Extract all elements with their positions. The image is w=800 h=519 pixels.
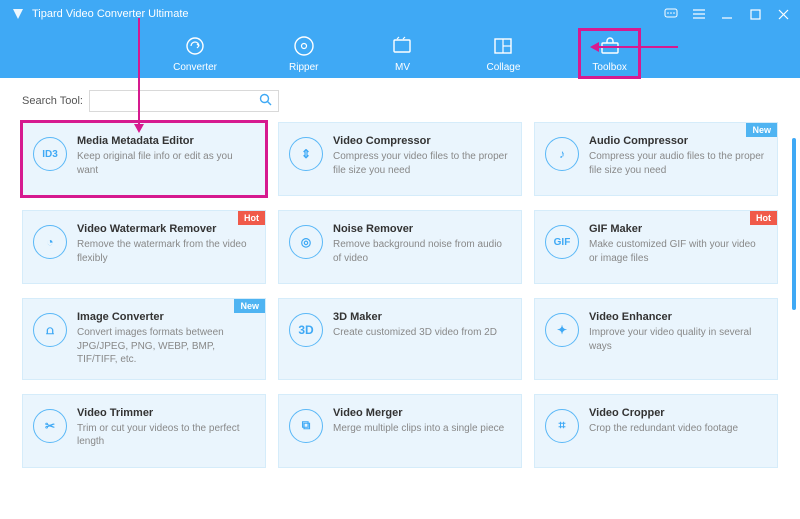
window-controls [664,7,790,21]
tool-title: GIF Maker [589,223,767,235]
tool-title: Video Enhancer [589,311,767,323]
minimize-icon[interactable] [720,7,734,21]
mv-icon [390,34,414,58]
tool-icon: ⧉ [289,409,323,443]
scrollbar[interactable] [792,138,796,310]
tool-desc: Remove background noise from audio of vi… [333,238,511,265]
toolbox-icon [598,34,622,58]
search-icon[interactable] [259,93,272,109]
titlebar: Tipard Video Converter Ultimate [0,0,800,28]
converter-icon [183,34,207,58]
tool-body: Video Compressor Compress your video file… [333,135,511,183]
tab-label: Converter [173,62,217,73]
tab-label: Toolbox [592,62,626,73]
tool-card[interactable]: ◎ Noise Remover Remove background noise fr… [278,210,522,284]
tool-icon: ♪ [545,137,579,171]
tool-card[interactable]: ⩍ Image Converter Convert images formats b… [22,298,266,380]
tool-icon: ID3 [33,137,67,171]
tool-icon: ⌗ [545,409,579,443]
menu-icon[interactable] [692,7,706,21]
hot-badge: Hot [750,211,777,225]
tab-label: MV [395,62,410,73]
tab-converter[interactable]: Converter [161,30,229,77]
tool-icon: ◎ [289,225,323,259]
tool-title: Noise Remover [333,223,511,235]
tool-body: Video Watermark Remover Remove the waterm… [77,223,255,271]
tool-title: Image Converter [77,311,255,323]
tool-card[interactable]: ⌗ Video Cropper Crop the redundant video f… [534,394,778,468]
tool-icon: ✦ [545,313,579,347]
tool-card[interactable]: ⇕ Video Compressor Compress your video fil… [278,122,522,196]
tool-icon: GIF [545,225,579,259]
tabs: Converter Ripper MV Collage Toolbox [0,28,800,77]
tool-body: 3D Maker Create customized 3D video from … [333,311,511,367]
tool-desc: Make customized GIF with your video or i… [589,238,767,265]
tool-body: Noise Remover Remove background noise fro… [333,223,511,271]
tool-title: Video Cropper [589,407,767,419]
tool-title: Video Trimmer [77,407,255,419]
tool-icon: ⩍ [33,313,67,347]
tool-icon: ⇕ [289,137,323,171]
tool-title: Media Metadata Editor [77,135,255,147]
tool-card[interactable]: ID3 Media Metadata Editor Keep original fi… [22,122,266,196]
tool-desc: Trim or cut your videos to the perfect l… [77,422,255,449]
tool-desc: Compress your audio files to the proper … [589,150,767,177]
header: Tipard Video Converter Ultimate Converte… [0,0,800,78]
search-row: Search Tool: [0,78,800,122]
tool-card[interactable]: 3D 3D Maker Create customized 3D video fro… [278,298,522,380]
tab-ripper[interactable]: Ripper [277,30,330,77]
tool-card[interactable]: ♪ Audio Compressor Compress your audio fil… [534,122,778,196]
tool-body: Video Enhancer Improve your video quality… [589,311,767,367]
tool-card[interactable]: ✂ Video Trimmer Trim or cut your videos to… [22,394,266,468]
tool-card[interactable]: GIF GIF Maker Make customized GIF with you… [534,210,778,284]
ripper-icon [292,34,316,58]
tool-desc: Convert images formats between JPG/JPEG,… [77,326,255,367]
tool-desc: Remove the watermark from the video flex… [77,238,255,265]
tool-card[interactable]: ⧉ Video Merger Merge multiple clips into a… [278,394,522,468]
tool-card[interactable]: ◔ Video Watermark Remover Remove the water… [22,210,266,284]
tab-toolbox[interactable]: Toolbox [580,30,638,77]
tool-title: 3D Maker [333,311,511,323]
tool-title: Video Watermark Remover [77,223,255,235]
close-icon[interactable] [776,7,790,21]
feedback-icon[interactable] [664,7,678,21]
tab-label: Ripper [289,62,318,73]
collage-icon [491,34,515,58]
tool-card[interactable]: ✦ Video Enhancer Improve your video qualit… [534,298,778,380]
search-box[interactable] [89,90,279,112]
hot-badge: Hot [238,211,265,225]
search-input[interactable] [96,95,259,107]
search-label: Search Tool: [22,95,83,107]
tool-desc: Crop the redundant video footage [589,422,767,436]
tool-desc: Improve your video quality in several wa… [589,326,767,353]
new-badge: New [234,299,265,313]
tool-body: Audio Compressor Compress your audio file… [589,135,767,183]
tool-body: Video Merger Merge multiple clips into a … [333,407,511,455]
tab-label: Collage [486,62,520,73]
tab-mv[interactable]: MV [378,30,426,77]
tool-desc: Merge multiple clips into a single piece [333,422,511,436]
tool-body: Video Cropper Crop the redundant video fo… [589,407,767,455]
tool-title: Video Compressor [333,135,511,147]
tool-title: Video Merger [333,407,511,419]
tool-desc: Keep original file info or edit as you w… [77,150,255,177]
tool-desc: Compress your video files to the proper … [333,150,511,177]
tool-grid: ID3 Media Metadata Editor Keep original fi… [0,122,800,480]
tool-body: GIF Maker Make customized GIF with your v… [589,223,767,271]
tab-collage[interactable]: Collage [474,30,532,77]
app-logo-icon [10,6,26,22]
tool-desc: Create customized 3D video from 2D [333,326,511,340]
tool-body: Video Trimmer Trim or cut your videos to … [77,407,255,455]
new-badge: New [746,123,777,137]
tool-icon: ✂ [33,409,67,443]
app-title: Tipard Video Converter Ultimate [32,8,189,20]
maximize-icon[interactable] [748,7,762,21]
tool-icon: 3D [289,313,323,347]
tool-body: Media Metadata Editor Keep original file … [77,135,255,183]
tool-icon: ◔ [33,225,67,259]
tool-body: Image Converter Convert images formats be… [77,311,255,367]
tool-title: Audio Compressor [589,135,767,147]
